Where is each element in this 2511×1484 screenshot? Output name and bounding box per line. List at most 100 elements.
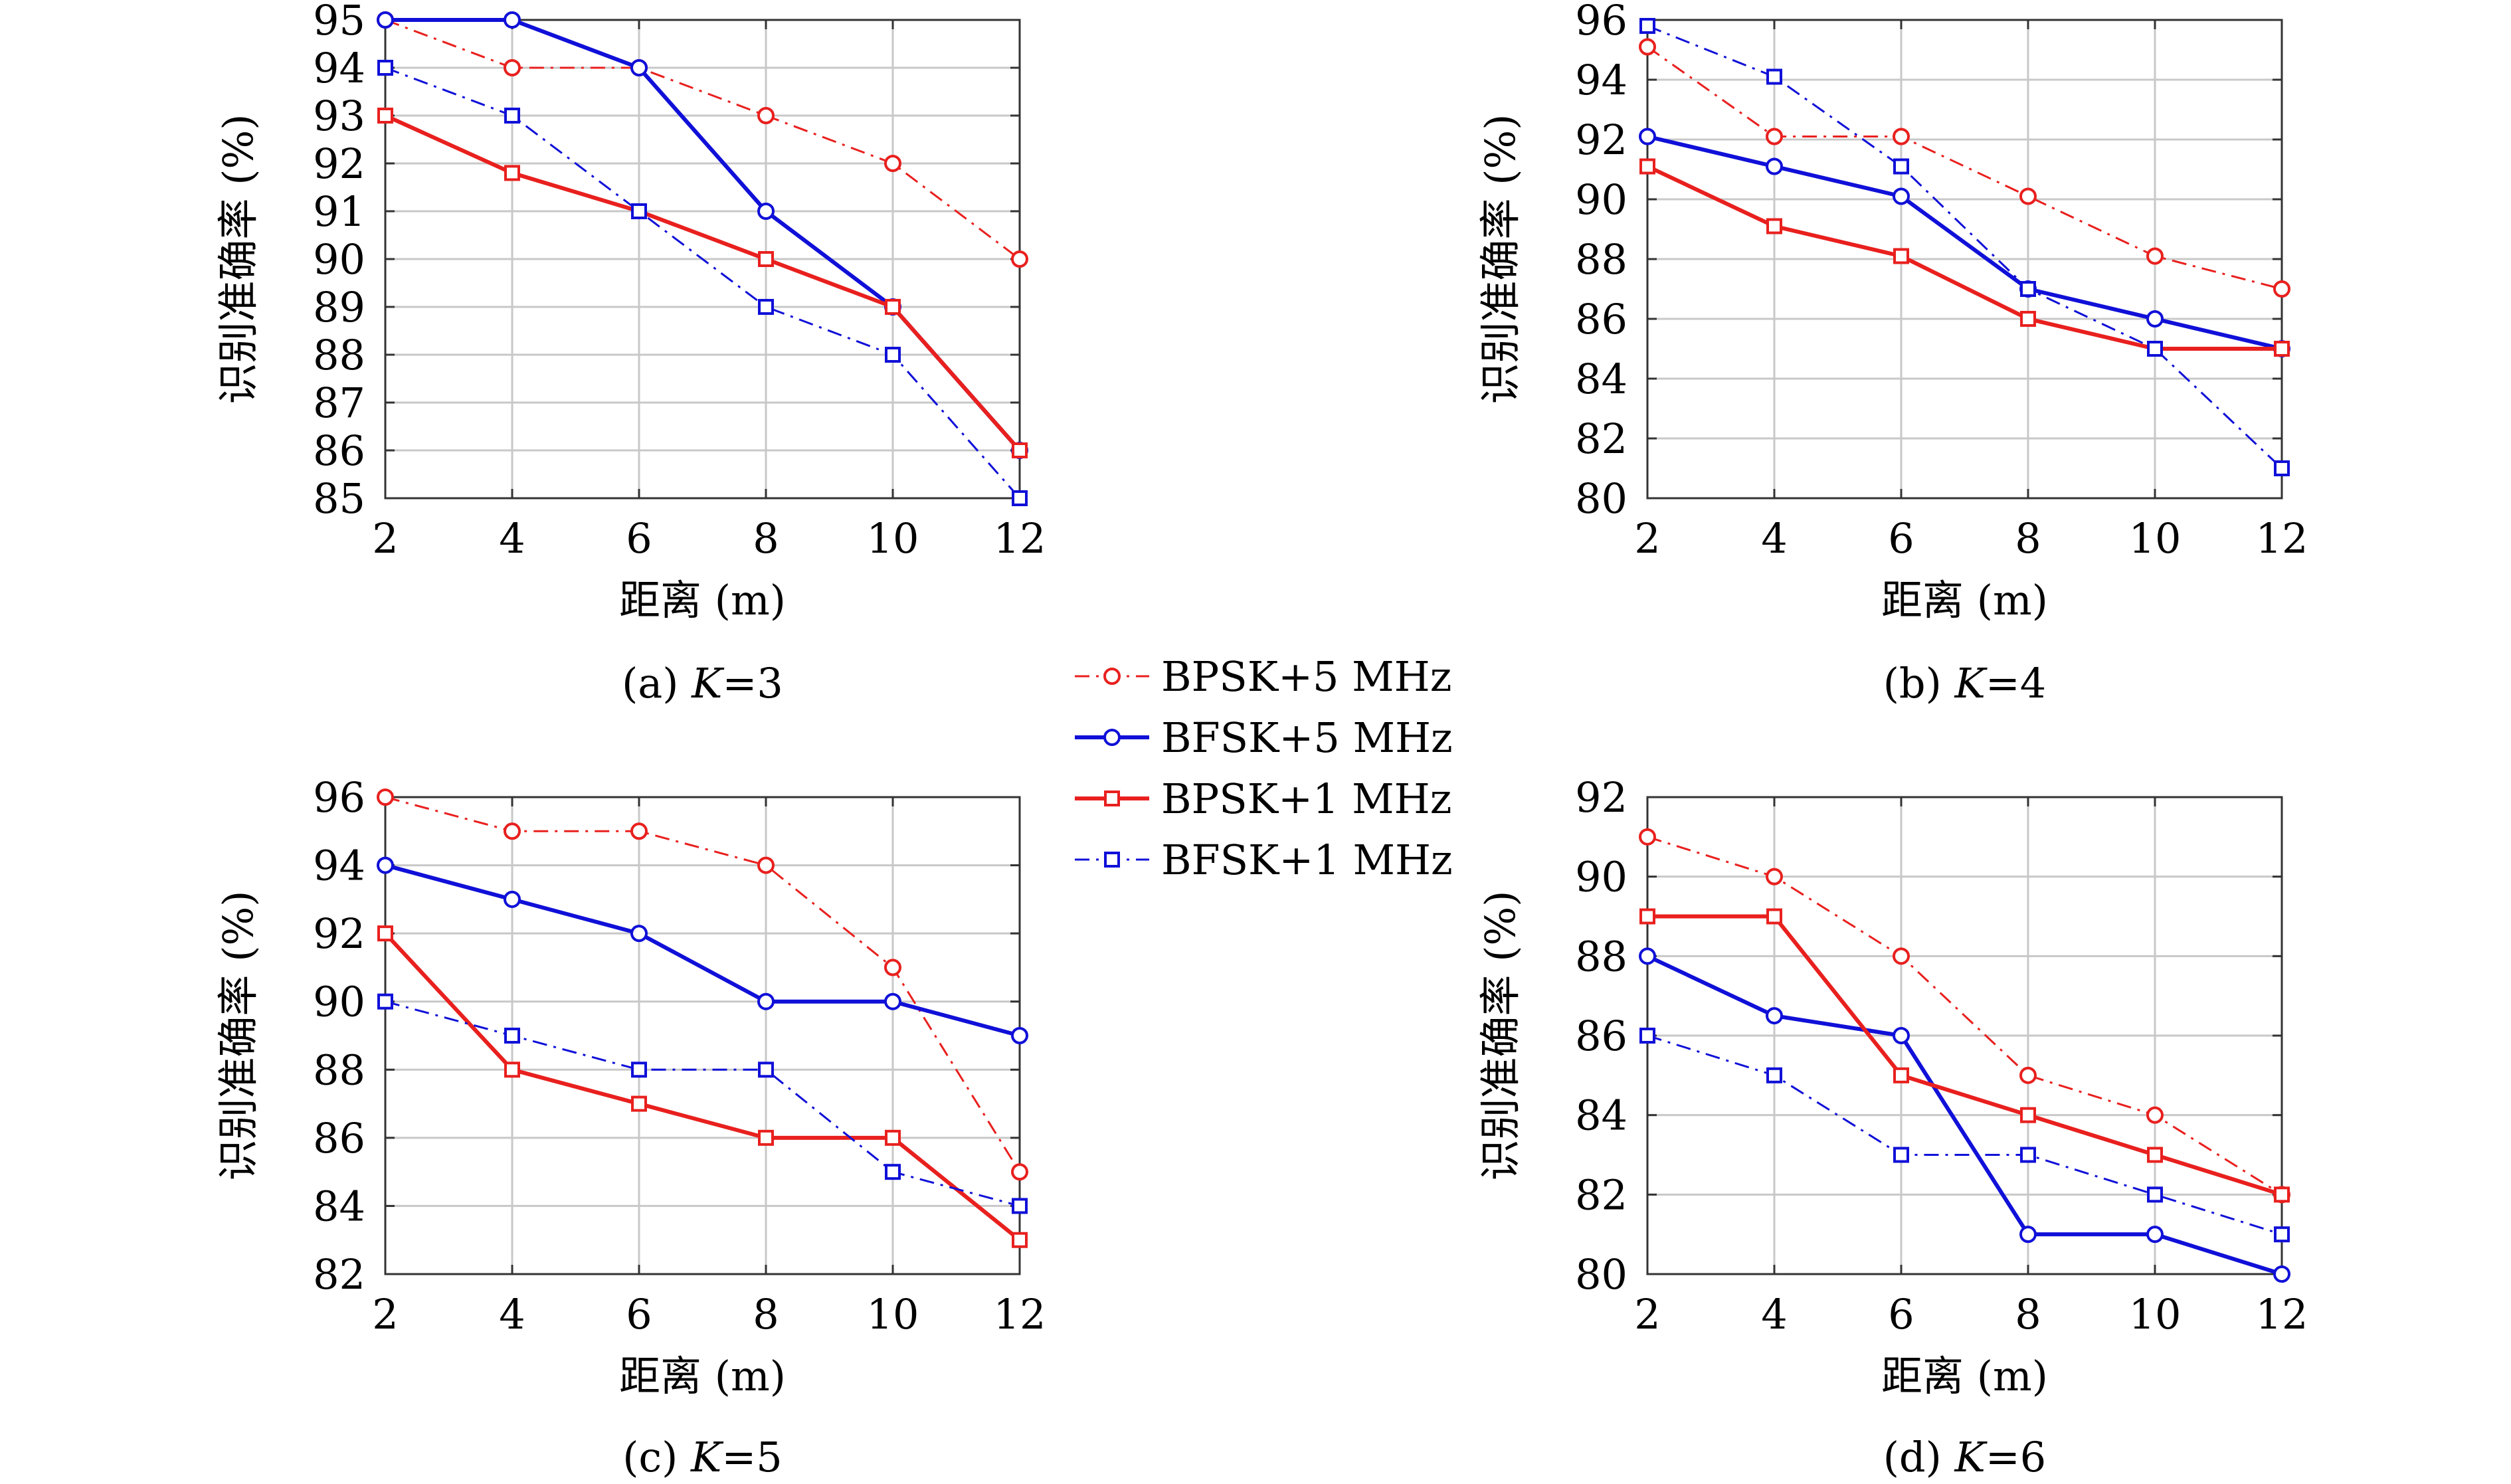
data-point: [1893, 248, 1909, 264]
series-line: [385, 19, 1020, 260]
data-point: [885, 1129, 901, 1146]
series-bfsk-1-mhz: [1639, 1028, 2290, 1243]
x-tick-label: 12: [2256, 1290, 2308, 1339]
chart-panel-4: 2 4 6 8 10 12 80 82 84 86 88 90 92 距离 (m) 识别准确率 (%) (d)…: [1476, 773, 2308, 1481]
data-point: [2020, 1147, 2036, 1163]
y-tick-label: 90: [313, 978, 365, 1026]
data-point: [504, 1062, 520, 1078]
data-point: [1639, 947, 1656, 965]
data-point: [1012, 442, 1028, 458]
panel-caption: (a) K=3: [622, 659, 783, 707]
data-point: [758, 299, 774, 315]
data-point: [1893, 1067, 1909, 1083]
data-point: [2274, 460, 2290, 476]
data-point: [1893, 128, 1910, 145]
series-line: [384, 114, 1022, 452]
series-bfsk-5-mhz: [377, 856, 1028, 1044]
y-tick-label: 88: [313, 331, 365, 379]
grid: [1646, 796, 2283, 1275]
data-point: [1639, 908, 1655, 925]
x-tick-label: 12: [994, 1290, 1046, 1339]
x-tick-label: 2: [1634, 1290, 1660, 1339]
data-point: [758, 1062, 774, 1078]
data-point: [884, 155, 901, 172]
data-point: [504, 165, 520, 181]
y-tick-label: 93: [313, 92, 365, 140]
data-point: [504, 890, 521, 908]
x-axis-label: 距离 (m): [1881, 576, 2048, 624]
legend-entry: BFSK+5 MHz: [1075, 713, 1453, 762]
series-line: [1647, 914, 2282, 1197]
series-line: [383, 932, 1021, 1242]
plot-frame: [1646, 19, 2283, 500]
y-tick-label: 84: [1575, 1091, 1628, 1140]
data-point: [758, 251, 774, 267]
data-point: [885, 299, 901, 315]
y-tick-label: 88: [1575, 235, 1628, 284]
series-line: [1647, 836, 2282, 1196]
legend-marker: [1103, 729, 1121, 746]
data-point: [1766, 868, 1783, 885]
y-tick-label: 92: [1575, 116, 1628, 164]
data-point: [1011, 1163, 1028, 1181]
series-bpsk-5-mhz: [1639, 828, 2290, 1204]
y-tick-label: 87: [313, 379, 365, 427]
legend-label: BFSK+5 MHz: [1161, 713, 1453, 762]
legend-entry: BFSK+1 MHz: [1075, 836, 1453, 884]
series-line: [1647, 46, 2282, 290]
data-point: [1011, 1027, 1028, 1044]
data-point: [885, 1164, 901, 1180]
y-tick-label: 82: [313, 1250, 365, 1299]
data-point: [377, 788, 394, 806]
y-tick-label: 95: [313, 0, 365, 45]
x-tick-label: 6: [1888, 1290, 1914, 1339]
data-point: [1893, 158, 1909, 175]
data-point: [1012, 1232, 1028, 1248]
data-point: [377, 108, 393, 124]
x-tick-label: 6: [626, 514, 652, 563]
series-bfsk-1-mhz: [1639, 18, 2290, 476]
data-point: [2020, 1107, 2036, 1123]
legend: BPSK+5 MHz BFSK+5 MHz BPSK+1 MHz BFSK+1 MHz: [1075, 652, 1453, 884]
data-point: [504, 822, 521, 840]
data-point: [1893, 187, 1910, 205]
data-point: [2020, 311, 2036, 327]
y-tick-label: 90: [1575, 853, 1628, 901]
legend-entry: BPSK+5 MHz: [1075, 652, 1451, 701]
y-tick-label: 88: [313, 1046, 365, 1094]
data-point: [2019, 1066, 2037, 1084]
data-point: [1766, 1067, 1782, 1083]
legend-marker: [1104, 852, 1120, 868]
x-tick-label: 10: [867, 1290, 919, 1339]
y-tick-label: 89: [313, 283, 365, 331]
x-tick-label: 12: [994, 514, 1046, 563]
y-tick-label: 90: [1575, 175, 1628, 224]
data-point: [2273, 280, 2290, 298]
data-point: [1012, 490, 1028, 506]
data-point: [884, 992, 901, 1010]
y-axis-label: 识别准确率 (%): [1476, 114, 1525, 405]
y-tick-label: 92: [1575, 773, 1628, 822]
data-point: [377, 856, 394, 874]
series-line: [385, 66, 1021, 499]
data-point: [2146, 247, 2164, 265]
data-point: [1639, 128, 1656, 145]
legend-label: BFSK+1 MHz: [1161, 836, 1453, 884]
y-tick-label: 86: [313, 426, 365, 475]
data-point: [630, 925, 648, 943]
data-point: [1639, 828, 1656, 846]
x-tick-label: 6: [1888, 514, 1914, 563]
series-line: [1647, 134, 2282, 351]
data-point: [1639, 38, 1656, 56]
series-bpsk-1-mhz: [377, 108, 1028, 458]
grid: [1646, 19, 2283, 500]
y-tick-label: 92: [313, 139, 365, 188]
series-bfsk-5-mhz: [1639, 128, 2290, 357]
data-point: [2020, 281, 2036, 297]
data-point: [1639, 18, 1655, 34]
series-bpsk-5-mhz: [1639, 38, 2290, 298]
data-point: [2274, 341, 2290, 357]
legend-label: BPSK+1 MHz: [1161, 775, 1451, 823]
x-tick-label: 8: [2015, 514, 2041, 563]
